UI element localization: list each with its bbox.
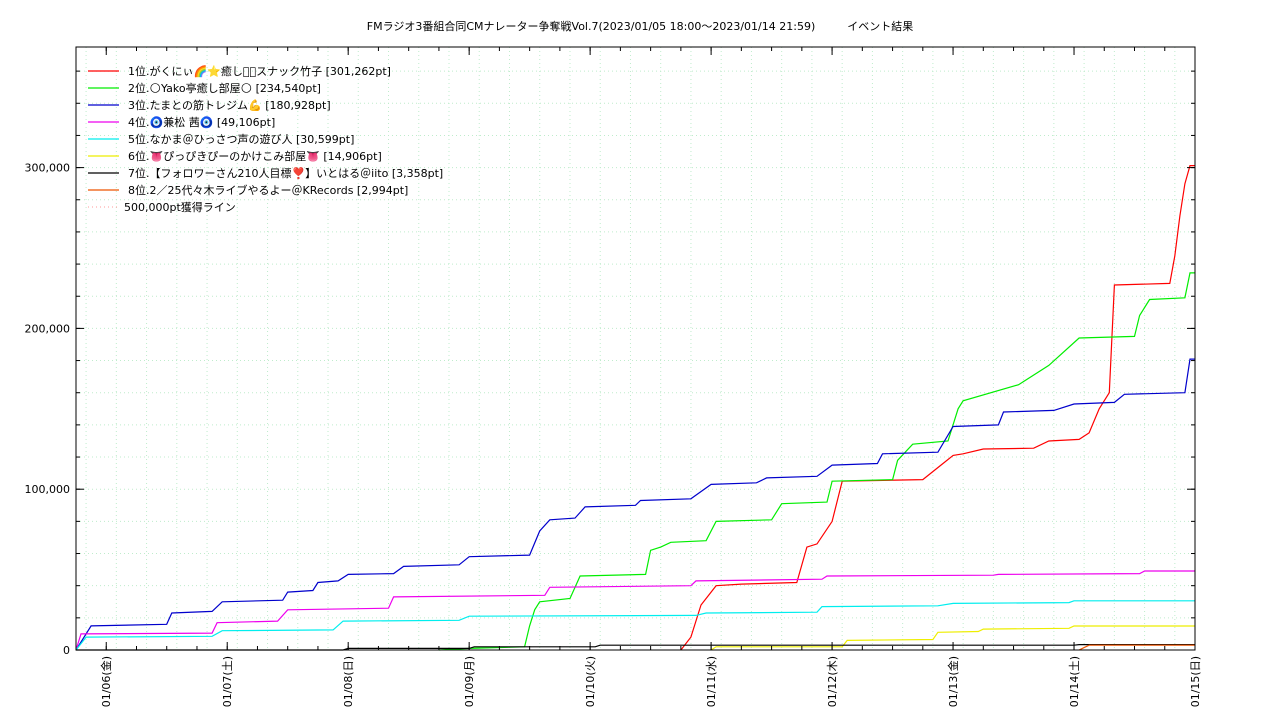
- series-line-1: [680, 165, 1195, 651]
- x-tick-label: 01/06(金): [99, 656, 113, 707]
- legend: 1位.がくにぃ🌈⭐癒し処🏻スナック竹子 [301,262pt] 2位.🌕Yako亭…: [88, 64, 443, 214]
- legend-label-3: 3位.たまとの筋トレジム💪 [180,928pt]: [128, 98, 331, 112]
- x-tick-label: 01/09(月): [463, 656, 476, 707]
- series-line-3: [75, 358, 1195, 651]
- legend-label-2: 2位.🌕Yako亭癒し部屋🌕 [234,540pt]: [128, 81, 321, 95]
- x-tick-label: 01/13(金): [946, 656, 960, 707]
- chart-title-main: FMラジオ3番組合同CMナレーター争奪戦Vol.7(2023/01/05 18:…: [366, 20, 816, 33]
- legend-label-7: 7位.【フォロワーさん210人目標❣️】いとはる＠iito [3,358pt]: [128, 166, 443, 180]
- legend-label-threshold: 500,000pt獲得ライン: [124, 201, 236, 214]
- series-line-4: [75, 570, 1195, 651]
- series-line-6: [710, 625, 1195, 651]
- x-tick-label: 01/07(土): [221, 656, 234, 707]
- series-lines: [75, 165, 1195, 651]
- y-tick-label: 200,000: [25, 322, 71, 335]
- x-tick-label: 01/10(火): [584, 656, 597, 707]
- y-tick-label: 100,000: [25, 483, 71, 496]
- x-tick-label: 01/14(土): [1068, 656, 1081, 707]
- x-tick-label: 01/12(木): [826, 656, 839, 707]
- x-tick-label: 01/15(日): [1189, 656, 1202, 707]
- grid-lines: [76, 47, 1195, 650]
- x-tick-label: 01/08(日): [342, 656, 355, 707]
- legend-label-8: 8位.2／25代々木ライブやるよー＠KRecords [2,994pt]: [128, 183, 408, 197]
- axes: 0 100,000 200,000 300,000 01/06(金) 01/07(土) 01…: [25, 47, 1202, 707]
- series-line-5: [75, 600, 1195, 651]
- x-tick-label: 01/11(水): [705, 656, 718, 707]
- legend-label-6: 6位.👅ぴっぴきぴーのかけこみ部屋👅 [14,906pt]: [128, 149, 382, 163]
- plot-frame: [75, 46, 1196, 651]
- legend-label-5: 5位.なかま＠ひっさつ声の遊び人 [30,599pt]: [128, 132, 354, 146]
- legend-label-4: 4位.🧿兼松 茜🧿 [49,106pt]: [128, 115, 275, 129]
- legend-label-1: 1位.がくにぃ🌈⭐癒し処🏻スナック竹子 [301,262pt]: [128, 64, 391, 78]
- chart-subtitle: イベント結果: [847, 20, 914, 33]
- chart-title: FMラジオ3番組合同CMナレーター争奪戦Vol.7(2023/01/05 18:…: [0, 18, 1280, 34]
- series-line-2: [438, 272, 1195, 651]
- series-line-8: [1078, 644, 1195, 651]
- series-line-7: [76, 644, 1195, 651]
- y-tick-label: 300,000: [25, 162, 71, 175]
- y-tick-label: 0: [63, 644, 70, 657]
